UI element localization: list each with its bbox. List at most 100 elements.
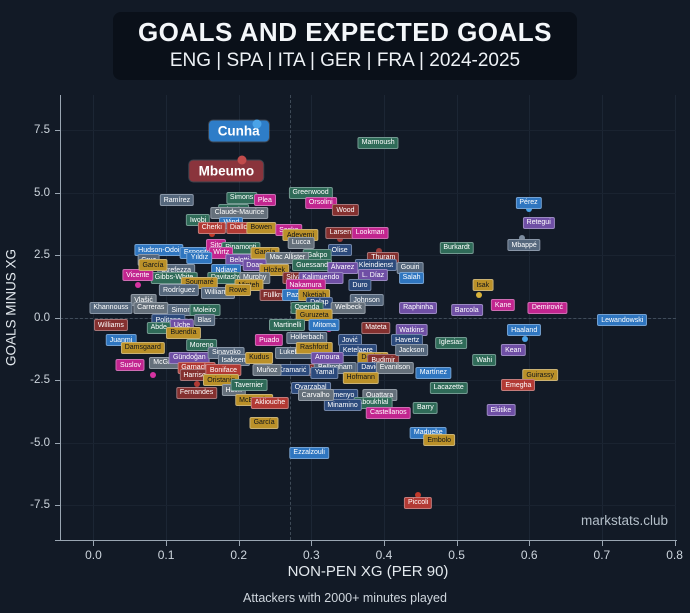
y-tick-label: 7.5	[34, 124, 50, 136]
player-label: Cherki	[197, 221, 226, 234]
x-tick-mark	[93, 541, 95, 546]
player-label: Akliouche	[250, 396, 290, 409]
player-label: Buendía	[166, 326, 201, 339]
data-point	[261, 255, 268, 262]
data-point	[149, 372, 156, 378]
player-label: García	[249, 416, 279, 429]
y-tick-mark	[55, 505, 60, 506]
y-tick-label: 0.0	[34, 311, 50, 324]
player-label: Damsgaard	[120, 341, 165, 354]
player-label: Wahi	[472, 354, 497, 366]
x-tick-mark	[383, 541, 385, 546]
player-label: Fernandes	[175, 386, 218, 399]
player-label: Yıldız	[186, 251, 213, 264]
player-label: Hofmann	[342, 371, 379, 384]
player-label: Barry	[413, 401, 438, 414]
player-label: Guirassy	[522, 369, 558, 381]
y-tick-mark	[55, 130, 60, 131]
highlighted-data-point	[237, 155, 247, 165]
player-label: Haaland	[507, 324, 542, 336]
gridline	[60, 130, 676, 131]
data-point	[208, 230, 215, 237]
player-label: Welbeck	[331, 301, 366, 314]
player-label: Lewandowski	[597, 314, 648, 326]
player-label: Isak	[472, 279, 494, 291]
player-label: Ezzalzouli	[289, 446, 329, 459]
x-tick-mark	[456, 541, 458, 546]
player-label: Rowe	[225, 284, 251, 296]
player-label: Tavernier	[230, 379, 268, 391]
y-tick-label: -2.5	[30, 374, 50, 386]
x-tick-label: 0.8	[666, 548, 683, 562]
data-point	[193, 380, 200, 387]
player-label: Carreras	[133, 301, 169, 314]
player-label: Mbappé	[507, 239, 541, 251]
player-label: Puado	[255, 334, 284, 346]
x-tick-mark	[601, 541, 603, 546]
data-point	[375, 248, 382, 255]
x-tick-mark	[166, 541, 168, 546]
player-label: Retegui	[522, 216, 555, 229]
player-label: Lookman	[351, 226, 389, 239]
player-label: Rodríguez	[158, 284, 200, 296]
y-tick-label: 5.0	[34, 186, 50, 199]
player-label: Emegha	[501, 379, 536, 391]
y-tick-label: 2.5	[34, 249, 50, 261]
player-label: Yamal	[310, 366, 339, 379]
player-label: Pérez	[515, 196, 542, 209]
player-label: Kudus	[245, 351, 273, 364]
chart-subtitle: ENG | SPA | ITA | GER | FRA | 2024-2025	[169, 49, 521, 71]
player-label: Raphinha	[399, 301, 438, 314]
highlighted-player-label: Mbeumo	[189, 160, 264, 182]
player-label: Carvalho	[297, 389, 334, 401]
x-axis-label: NON-PEN XG (PER 90)	[287, 563, 449, 580]
player-label: Duro	[348, 279, 372, 291]
player-label: Khannouss	[89, 301, 133, 314]
player-label: Larsen	[325, 226, 356, 239]
data-point	[134, 282, 141, 288]
player-label: Salah	[398, 271, 425, 284]
x-tick-mark	[238, 541, 240, 546]
player-label: Burkardt	[439, 241, 474, 254]
player-label: Demirović	[527, 301, 567, 314]
player-label: Ramírez	[159, 194, 195, 206]
x-tick-mark	[529, 541, 531, 546]
x-tick-label: 0.4	[375, 548, 393, 562]
reference-line-horizontal	[60, 317, 676, 319]
player-label: Orsolini	[304, 196, 337, 209]
title-box: GOALS AND EXPECTED GOALS ENG | SPA | ITA…	[113, 12, 577, 80]
data-point	[519, 234, 525, 241]
player-label: Mitoma	[308, 319, 340, 331]
player-label: Jackson	[394, 344, 429, 356]
player-label: Minamino	[323, 399, 362, 411]
x-tick-label: 0.3	[302, 548, 320, 562]
player-label: Embolo	[423, 434, 456, 446]
player-label: Blas	[193, 314, 216, 326]
gridline	[60, 442, 676, 444]
player-label: Wood	[332, 204, 359, 216]
player-label: Lucca	[287, 236, 315, 249]
data-point	[521, 335, 528, 342]
player-label: Kean	[501, 344, 526, 356]
x-tick-mark	[311, 541, 313, 546]
y-tick-label: -7.5	[30, 499, 50, 511]
player-label: Castellanos	[366, 406, 411, 419]
player-label: Amoura	[311, 351, 344, 364]
player-label: Paz	[282, 289, 303, 301]
x-tick-mark	[674, 541, 676, 546]
y-tick-mark	[55, 192, 60, 194]
player-label: Martínez	[415, 366, 451, 379]
highlighted-data-point	[252, 119, 262, 129]
player-label: Iglesias	[434, 336, 467, 349]
player-label: Kane	[490, 299, 516, 311]
x-tick-label: 0.7	[593, 548, 611, 562]
player-label: Plea	[253, 194, 276, 206]
player-label: Evanilson	[375, 361, 415, 374]
watermark: markstats.club	[580, 513, 668, 528]
data-point	[337, 235, 344, 242]
gridline	[60, 192, 676, 194]
x-tick-label: 0.6	[520, 548, 538, 562]
player-label: Marmoush	[357, 136, 399, 149]
player-label: L. Díaz	[357, 269, 389, 281]
